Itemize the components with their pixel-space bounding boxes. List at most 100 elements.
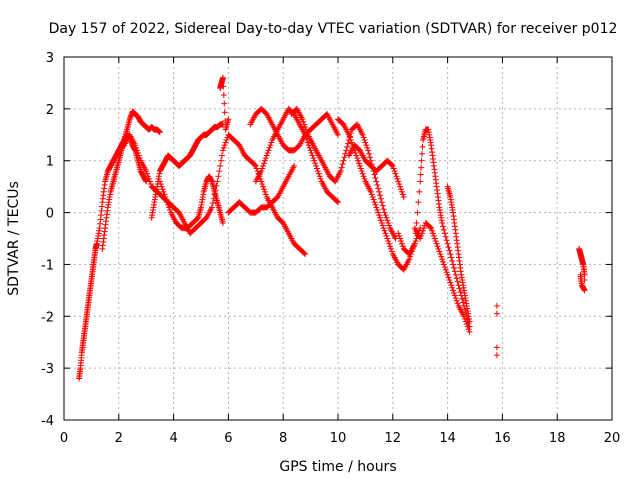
data-point <box>356 160 363 167</box>
data-point <box>394 175 401 182</box>
chart-title: Day 157 of 2022, Sidereal Day-to-day VTE… <box>49 21 618 37</box>
data-point <box>380 206 387 213</box>
data-point <box>382 212 389 219</box>
data-point <box>259 181 266 188</box>
data-point <box>387 245 394 252</box>
x-axis-label: GPS time / hours <box>279 459 396 475</box>
x-tick-label: 18 <box>549 431 566 446</box>
data-point <box>419 227 426 234</box>
data-point <box>412 238 419 245</box>
data-point <box>398 186 405 193</box>
data-point <box>313 165 320 172</box>
data-point <box>252 162 259 169</box>
data-point <box>354 155 361 162</box>
x-tick-label: 10 <box>330 431 347 446</box>
data-point <box>312 160 319 167</box>
data-point <box>261 186 268 193</box>
data-point <box>316 173 323 180</box>
data-point <box>398 238 405 245</box>
data-point <box>384 217 391 224</box>
data-point <box>145 173 152 180</box>
data-point <box>411 240 418 247</box>
data-point <box>450 261 457 268</box>
data-point <box>299 116 306 123</box>
data-point <box>406 256 413 263</box>
data-point <box>444 271 451 278</box>
data-point <box>450 289 457 296</box>
data-point <box>375 209 382 216</box>
data-point <box>265 147 272 154</box>
data-point <box>396 232 403 239</box>
x-tick-label: 12 <box>385 431 402 446</box>
data-point <box>361 136 368 143</box>
data-point <box>393 173 400 180</box>
data-point <box>260 162 267 169</box>
data-point <box>435 245 442 252</box>
data-point <box>264 149 271 156</box>
data-point <box>378 219 385 226</box>
data-point <box>385 219 392 226</box>
y-tick-label: -4 <box>41 414 54 429</box>
data-point <box>253 165 260 172</box>
data-point <box>163 196 170 203</box>
data-point <box>302 124 309 131</box>
data-point <box>382 230 389 237</box>
data-point <box>447 279 454 286</box>
data-point <box>357 165 364 172</box>
data-point <box>335 131 341 138</box>
data-point <box>147 181 154 188</box>
data-point <box>301 121 308 128</box>
data-point <box>436 248 443 255</box>
data-point <box>442 233 449 240</box>
data-point <box>219 147 226 154</box>
data-point <box>208 204 215 211</box>
data-point <box>363 142 370 149</box>
data-point <box>360 173 367 180</box>
data-point <box>397 183 404 190</box>
data-point <box>221 109 228 116</box>
data-point <box>386 240 393 247</box>
data-point <box>420 225 427 232</box>
data-point <box>156 178 163 185</box>
data-point <box>371 171 378 178</box>
data-point <box>360 134 367 141</box>
data-point <box>222 139 229 146</box>
data-point <box>219 219 226 226</box>
y-tick-label: 2 <box>46 103 54 118</box>
data-point <box>303 129 310 136</box>
data-point <box>213 182 220 189</box>
grid <box>64 57 612 420</box>
data-point <box>386 222 393 229</box>
data-point <box>220 144 227 151</box>
data-point <box>376 188 383 195</box>
data-point <box>358 168 365 175</box>
data-point <box>433 240 440 247</box>
data-point <box>395 230 402 237</box>
data-point <box>395 178 402 185</box>
data-point <box>400 194 407 201</box>
data-point <box>376 212 383 219</box>
data-point <box>164 199 171 206</box>
data-point <box>262 155 269 162</box>
data-point <box>463 321 470 328</box>
y-axis-label: SDTVAR / TECUs <box>6 181 22 296</box>
data-point <box>377 195 384 202</box>
data-point <box>446 247 453 254</box>
data-point <box>214 178 221 185</box>
data-point <box>219 74 226 81</box>
data-point <box>373 204 380 211</box>
data-point <box>388 248 395 255</box>
data-point <box>291 162 298 169</box>
data-point <box>261 157 268 164</box>
data-point <box>377 217 384 224</box>
data-point <box>361 175 368 182</box>
data-point <box>300 118 307 125</box>
data-point <box>134 147 141 154</box>
x-tick-label: 4 <box>169 431 177 446</box>
x-tick-label: 8 <box>279 431 287 446</box>
data-point <box>381 227 388 234</box>
data-point <box>317 175 324 182</box>
data-point <box>440 261 447 268</box>
x-tick-label: 0 <box>60 431 68 446</box>
